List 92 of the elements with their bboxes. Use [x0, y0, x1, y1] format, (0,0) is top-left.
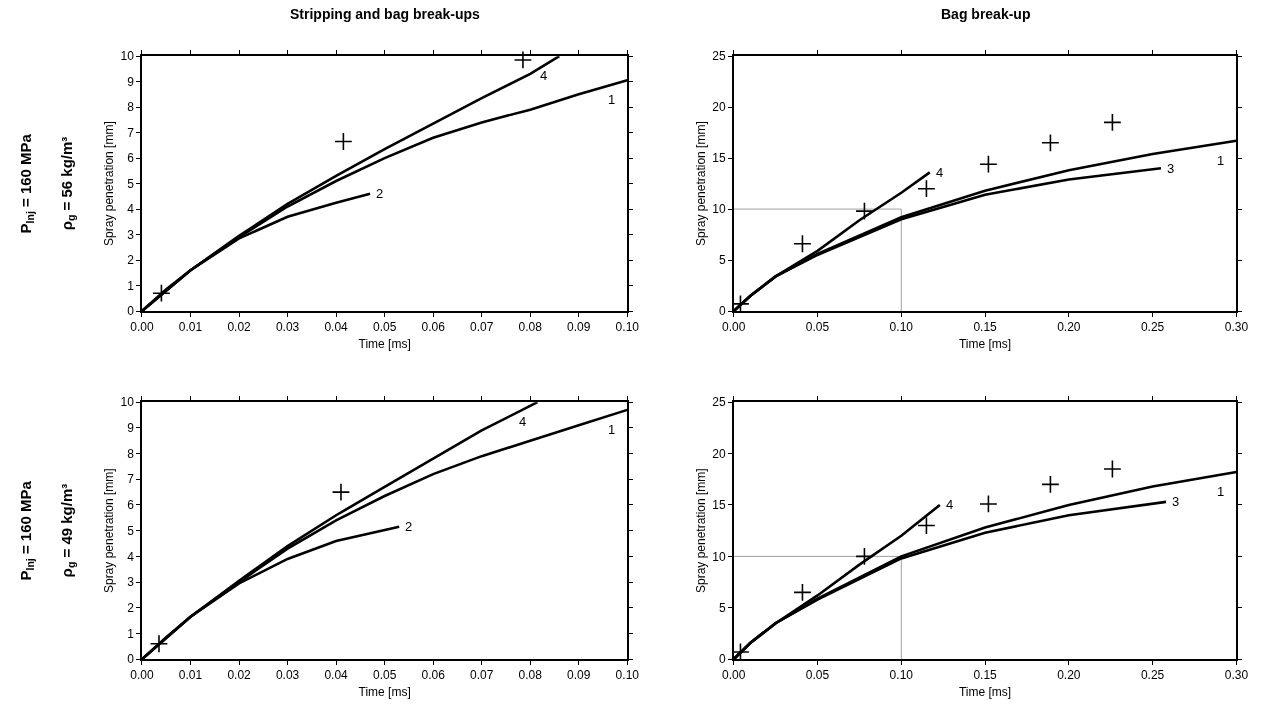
x-tick-label: 0.08	[518, 320, 543, 335]
y-tick-label: 2	[127, 253, 135, 268]
x-tick-label: 0.01	[178, 668, 203, 683]
y-tick-label: 10	[712, 202, 726, 217]
y-tick-label: 25	[712, 395, 726, 410]
x-tick-label: 0.05	[372, 668, 397, 683]
x-tick-label: 0.07	[470, 320, 494, 335]
y-tick-label: 3	[127, 575, 135, 590]
x-tick-label: 0.00	[130, 668, 154, 683]
x-tick-label: 0.20	[1057, 320, 1081, 335]
y-tick-label: 6	[127, 151, 135, 166]
x-tick-label: 0.00	[722, 320, 746, 335]
y-tick-label: 0	[718, 652, 726, 667]
y-tick-label: 1	[127, 626, 135, 641]
legend-label: 1	[608, 92, 616, 107]
x-tick-label: 0.03	[275, 320, 300, 335]
x-tick-label: 0.07	[470, 668, 494, 683]
x-tick-label: 0.25	[1140, 668, 1165, 683]
y-tick-label: 5	[718, 253, 726, 268]
y-tick-label: 15	[712, 151, 726, 166]
y-axis-title: Spray penetration [mm]	[694, 468, 709, 594]
y-tick-label: 7	[127, 125, 135, 140]
x-tick-label: 0.30	[1224, 320, 1249, 335]
series-label: 4	[540, 68, 548, 83]
y-axis-title: Spray penetration [mm]	[102, 121, 117, 246]
x-tick-label: 0.10	[615, 320, 640, 335]
y-tick-label: 9	[127, 74, 135, 89]
y-tick-label: 4	[127, 202, 135, 217]
x-tick-label: 0.09	[567, 668, 591, 683]
x-tick-label: 0.01	[178, 320, 203, 335]
y-tick-label: 10	[712, 549, 726, 564]
series-label: 4	[519, 414, 527, 429]
x-tick-label: 0.15	[973, 320, 998, 335]
y-axis-title: Spray penetration [mm]	[694, 121, 709, 246]
y-tick-label: 3	[127, 227, 135, 242]
x-axis-title: Time [ms]	[958, 336, 1012, 351]
series-label: 3	[1167, 161, 1175, 176]
x-tick-label: 0.30	[1224, 668, 1249, 683]
series-label: 2	[405, 519, 413, 534]
x-tick-label: 0.02	[227, 320, 252, 335]
x-tick-label: 0.25	[1140, 320, 1165, 335]
x-axis-title: Time [ms]	[958, 684, 1012, 699]
y-tick-label: 0	[127, 304, 135, 319]
x-tick-label: 0.10	[615, 668, 640, 683]
y-tick-label: 25	[712, 49, 726, 64]
x-tick-label: 0.04	[324, 320, 349, 335]
y-tick-label: 6	[127, 498, 135, 513]
x-axis-title: Time [ms]	[358, 684, 411, 699]
x-tick-label: 0.05	[805, 320, 830, 335]
y-tick-label: 8	[127, 446, 135, 461]
y-tick-label: 0	[127, 652, 135, 667]
chart-title: Stripping and bag break-ups	[290, 6, 481, 22]
y-tick-label: 10	[120, 395, 135, 410]
x-tick-label: 0.00	[722, 668, 746, 683]
x-tick-label: 0.06	[421, 320, 446, 335]
x-tick-label: 0.06	[421, 668, 446, 683]
y-tick-label: 5	[127, 176, 135, 191]
y-tick-label: 5	[718, 600, 726, 615]
x-tick-label: 0.10	[889, 668, 914, 683]
x-tick-label: 0.03	[275, 668, 300, 683]
x-tick-label: 0.04	[324, 668, 349, 683]
legend-label: 1	[608, 422, 616, 437]
y-tick-label: 9	[127, 421, 135, 436]
x-tick-label: 0.10	[889, 320, 914, 335]
y-tick-label: 10	[120, 49, 135, 64]
x-tick-label: 0.05	[805, 668, 830, 683]
y-tick-label: 2	[127, 600, 135, 615]
x-tick-label: 0.05	[372, 320, 397, 335]
legend-label: 1	[1217, 153, 1225, 168]
x-axis-title: Time [ms]	[358, 336, 411, 351]
x-tick-label: 0.08	[518, 668, 543, 683]
y-tick-label: 20	[712, 446, 726, 461]
y-tick-label: 7	[127, 472, 135, 487]
y-tick-label: 5	[127, 523, 135, 538]
x-tick-label: 0.09	[567, 320, 591, 335]
y-tick-label: 20	[712, 100, 726, 115]
series-label: 2	[376, 186, 384, 201]
y-tick-label: 8	[127, 100, 135, 115]
y-tick-label: 0	[718, 304, 726, 319]
x-tick-label: 0.20	[1057, 668, 1081, 683]
series-label: 4	[936, 165, 944, 180]
y-tick-label: 15	[712, 498, 726, 513]
series-label: 1	[1217, 484, 1225, 499]
y-tick-label: 1	[127, 278, 135, 293]
x-tick-label: 0.00	[130, 320, 154, 335]
series-label: 4	[946, 497, 954, 512]
series-label: 3	[1172, 494, 1180, 509]
x-tick-label: 0.02	[227, 668, 252, 683]
y-tick-label: 4	[127, 549, 135, 564]
y-axis-title: Spray penetration [mm]	[102, 468, 117, 594]
x-tick-label: 0.15	[973, 668, 998, 683]
chart-title: Bag break-up	[941, 6, 1031, 22]
